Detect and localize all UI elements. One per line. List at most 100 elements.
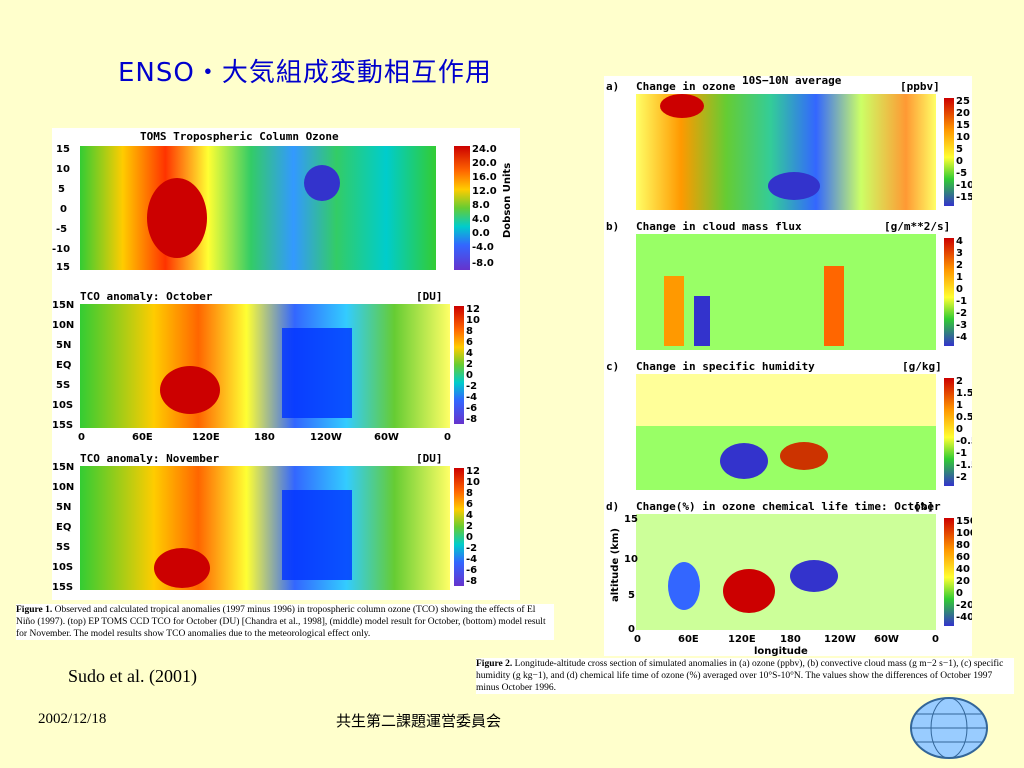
svg-text:EQ: EQ <box>56 522 71 533</box>
svg-text:5N: 5N <box>56 502 71 513</box>
panel-b-colorbar <box>944 238 954 346</box>
panel-c-max <box>780 442 828 470</box>
panel-b-min <box>694 296 710 346</box>
nov-anomaly-min <box>282 490 352 580</box>
toms-title: TOMS Tropospheric Column Ozone <box>140 130 339 143</box>
svg-text:4: 4 <box>956 236 963 247</box>
oct-title: TCO anomaly: October <box>80 290 213 303</box>
svg-text:15: 15 <box>56 144 70 155</box>
svg-text:-15: -15 <box>956 192 972 203</box>
svg-text:0: 0 <box>444 432 451 443</box>
svg-text:60W: 60W <box>374 432 399 443</box>
svg-text:-40: -40 <box>956 612 972 623</box>
svg-text:15: 15 <box>56 262 70 273</box>
svg-text:60: 60 <box>956 552 970 563</box>
panel-c-min <box>720 443 768 479</box>
svg-text:15: 15 <box>624 514 638 525</box>
svg-text:80: 80 <box>956 540 970 551</box>
svg-text:15: 15 <box>956 120 970 131</box>
svg-text:0: 0 <box>932 634 939 645</box>
figure1-text: Observed and calculated tropical anomali… <box>16 605 546 639</box>
svg-text:8.0: 8.0 <box>472 200 490 211</box>
svg-text:-0.5: -0.5 <box>956 436 972 447</box>
svg-text:10: 10 <box>466 477 480 488</box>
panel-c-letter: c) <box>606 360 619 373</box>
svg-text:-1.5: -1.5 <box>956 460 972 471</box>
figure1-caption: Figure 1. Observed and calculated tropic… <box>16 604 554 640</box>
panel-b-title: Change in cloud mass flux <box>636 220 802 233</box>
svg-text:120E: 120E <box>192 432 220 443</box>
svg-text:1: 1 <box>956 400 963 411</box>
svg-text:5S: 5S <box>56 380 70 391</box>
panel-a-min <box>768 172 820 200</box>
nov-map <box>80 466 450 590</box>
svg-text:15N: 15N <box>52 300 74 311</box>
svg-text:10: 10 <box>624 554 638 565</box>
right-xticks: 0 60E 120E 180 120W 60W 0 <box>634 634 939 645</box>
toms-colorbar-ticks: 24.0 20.0 16.0 12.0 8.0 4.0 0.0 -4.0 -8.… <box>472 144 497 269</box>
toms-yticks: 15 10 5 0 -5 -10 15 <box>52 144 70 273</box>
svg-text:-4: -4 <box>466 554 477 565</box>
svg-text:10N: 10N <box>52 320 74 331</box>
svg-text:0: 0 <box>634 634 641 645</box>
panel-a-ticks: 25 20 15 10 5 0 -5 -10 -15 <box>956 96 974 203</box>
svg-text:-2: -2 <box>466 381 477 392</box>
svg-text:-6: -6 <box>466 403 477 414</box>
oct-yticks: 15N 10N 5N EQ 5S 10S 15S <box>52 300 74 431</box>
citation: Sudo et al. (2001) <box>68 666 197 686</box>
slide-date: 2002/12/18 <box>38 711 107 727</box>
figure1-label: Figure 1. <box>16 605 53 615</box>
svg-text:6: 6 <box>466 499 473 510</box>
svg-text:5N: 5N <box>56 340 71 351</box>
panel-b-max <box>664 276 684 346</box>
svg-text:1: 1 <box>956 272 963 283</box>
toms-colorbar-label: Dobson Units <box>502 163 513 238</box>
svg-text:2: 2 <box>956 376 963 387</box>
svg-text:5: 5 <box>58 184 65 195</box>
svg-text:-8: -8 <box>466 576 477 587</box>
oct-unit: [DU] <box>416 290 443 303</box>
svg-text:-10: -10 <box>52 244 70 255</box>
svg-text:0: 0 <box>628 624 635 635</box>
svg-text:-20: -20 <box>956 600 972 611</box>
svg-text:-4: -4 <box>956 332 967 343</box>
left-figure-svg: TOMS Tropospheric Column Ozone 15 10 5 0… <box>52 130 513 593</box>
svg-text:10: 10 <box>466 315 480 326</box>
svg-text:10S: 10S <box>52 562 73 573</box>
svg-text:0: 0 <box>466 370 473 381</box>
panel-b-letter: b) <box>606 220 619 233</box>
nov-colorbar <box>454 468 464 586</box>
figure2-label: Figure 2. <box>476 659 513 669</box>
panel-b-unit: [g/m**2/s] <box>884 220 950 233</box>
svg-text:40: 40 <box>956 564 970 575</box>
svg-text:6: 6 <box>466 337 473 348</box>
svg-text:-1: -1 <box>956 448 967 459</box>
svg-text:0: 0 <box>956 424 963 435</box>
svg-text:2: 2 <box>466 359 473 370</box>
svg-text:-8: -8 <box>466 414 477 425</box>
toms-colorbar <box>454 146 470 270</box>
slide-title: ENSO・大気組成変動相互作用 <box>118 58 492 88</box>
right-figure: 10S−10N average a) Change in ozone [ppbv… <box>604 74 978 657</box>
panel-b-max2 <box>824 266 844 346</box>
svg-text:-8.0: -8.0 <box>472 258 494 269</box>
right-ylabel: altitude (km) <box>610 528 621 602</box>
globe-logo-icon <box>910 697 988 759</box>
svg-text:60E: 60E <box>678 634 699 645</box>
panel-a-colorbar <box>944 98 954 206</box>
oct-colorbar-ticks: 12 10 8 6 4 2 0 -2 -4 -6 -8 <box>466 304 480 425</box>
right-xlabel: longitude <box>754 646 808 656</box>
svg-text:180: 180 <box>254 432 275 443</box>
svg-text:-2: -2 <box>956 308 967 319</box>
svg-text:10: 10 <box>56 164 70 175</box>
svg-text:4: 4 <box>466 348 473 359</box>
oct-anomaly-max <box>160 366 220 414</box>
panel-c-colorbar <box>944 378 954 486</box>
svg-text:2: 2 <box>956 260 963 271</box>
toms-map <box>80 146 436 270</box>
svg-text:8: 8 <box>466 326 473 337</box>
svg-text:15S: 15S <box>52 420 73 431</box>
svg-text:-4.0: -4.0 <box>472 242 494 253</box>
svg-text:120W: 120W <box>310 432 342 443</box>
svg-text:8: 8 <box>466 488 473 499</box>
